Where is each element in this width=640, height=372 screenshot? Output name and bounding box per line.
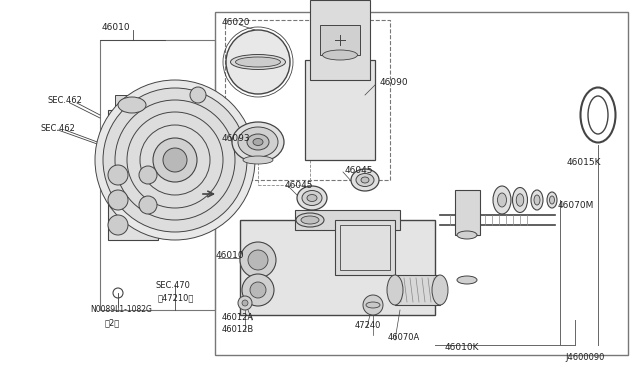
Circle shape (163, 148, 187, 172)
Ellipse shape (531, 190, 543, 210)
Text: 47240: 47240 (355, 321, 381, 330)
Text: 46012A: 46012A (222, 314, 254, 323)
Text: J4600090: J4600090 (565, 353, 604, 362)
Circle shape (139, 196, 157, 214)
Text: （2）: （2） (105, 318, 120, 327)
Bar (295, 210, 400, 230)
Ellipse shape (118, 97, 146, 113)
Bar (455, 190, 480, 235)
Ellipse shape (457, 276, 477, 284)
Circle shape (242, 274, 274, 306)
Text: 46093: 46093 (222, 134, 251, 142)
Circle shape (108, 165, 128, 185)
Circle shape (250, 282, 266, 298)
Bar (305, 60, 375, 160)
Text: （47210）: （47210） (158, 294, 195, 302)
Circle shape (108, 215, 128, 235)
Ellipse shape (516, 194, 524, 206)
Ellipse shape (301, 216, 319, 224)
Circle shape (139, 166, 157, 184)
Text: 46090: 46090 (380, 77, 408, 87)
Bar (395, 275, 440, 305)
Ellipse shape (432, 275, 448, 305)
Circle shape (95, 80, 255, 240)
Ellipse shape (534, 195, 540, 205)
Ellipse shape (366, 302, 380, 308)
Circle shape (190, 87, 206, 103)
Ellipse shape (493, 186, 511, 214)
Text: 46045: 46045 (345, 166, 374, 174)
Text: 46012B: 46012B (222, 326, 254, 334)
Circle shape (363, 295, 383, 315)
Circle shape (108, 190, 128, 210)
Bar (240, 220, 435, 315)
Circle shape (242, 300, 248, 306)
Circle shape (103, 88, 247, 232)
Ellipse shape (580, 87, 616, 142)
Bar (340, 225, 390, 270)
Ellipse shape (550, 196, 554, 204)
Circle shape (153, 138, 197, 182)
Bar (115, 95, 150, 130)
Bar (225, 20, 390, 180)
Ellipse shape (588, 96, 608, 134)
Text: 46010K: 46010K (445, 343, 479, 353)
Bar (215, 12, 628, 355)
Ellipse shape (497, 193, 506, 207)
Bar (335, 220, 395, 275)
Text: 46010: 46010 (102, 22, 131, 32)
Bar (320, 25, 360, 55)
Ellipse shape (387, 275, 403, 305)
Ellipse shape (253, 138, 263, 145)
Circle shape (238, 296, 252, 310)
Text: 46045: 46045 (285, 180, 314, 189)
Circle shape (240, 242, 276, 278)
Ellipse shape (457, 231, 477, 239)
Ellipse shape (323, 50, 358, 60)
Text: SEC.462: SEC.462 (47, 96, 82, 105)
Ellipse shape (243, 156, 273, 164)
Text: 46070A: 46070A (388, 334, 420, 343)
Text: 46010: 46010 (216, 250, 244, 260)
Ellipse shape (296, 213, 324, 227)
Ellipse shape (307, 195, 317, 202)
Ellipse shape (297, 186, 327, 210)
Ellipse shape (351, 169, 379, 191)
Text: 46070M: 46070M (558, 201, 595, 209)
Ellipse shape (230, 55, 285, 70)
Ellipse shape (513, 187, 527, 212)
Bar (100, 40, 215, 310)
Ellipse shape (236, 57, 280, 67)
Bar (195, 88, 209, 102)
Bar (108, 110, 158, 240)
Circle shape (248, 250, 268, 270)
Text: 46015K: 46015K (567, 157, 602, 167)
Ellipse shape (232, 122, 284, 162)
Ellipse shape (361, 177, 369, 183)
Ellipse shape (547, 192, 557, 208)
Ellipse shape (238, 127, 278, 157)
Text: SEC.470: SEC.470 (155, 280, 190, 289)
Text: N0089L1-1082G: N0089L1-1082G (90, 305, 152, 314)
Text: SEC.462: SEC.462 (40, 124, 75, 132)
Text: 46020: 46020 (222, 17, 250, 26)
Ellipse shape (247, 134, 269, 150)
Ellipse shape (302, 190, 322, 205)
Circle shape (226, 30, 290, 94)
Bar (310, 0, 370, 80)
Ellipse shape (356, 173, 374, 186)
